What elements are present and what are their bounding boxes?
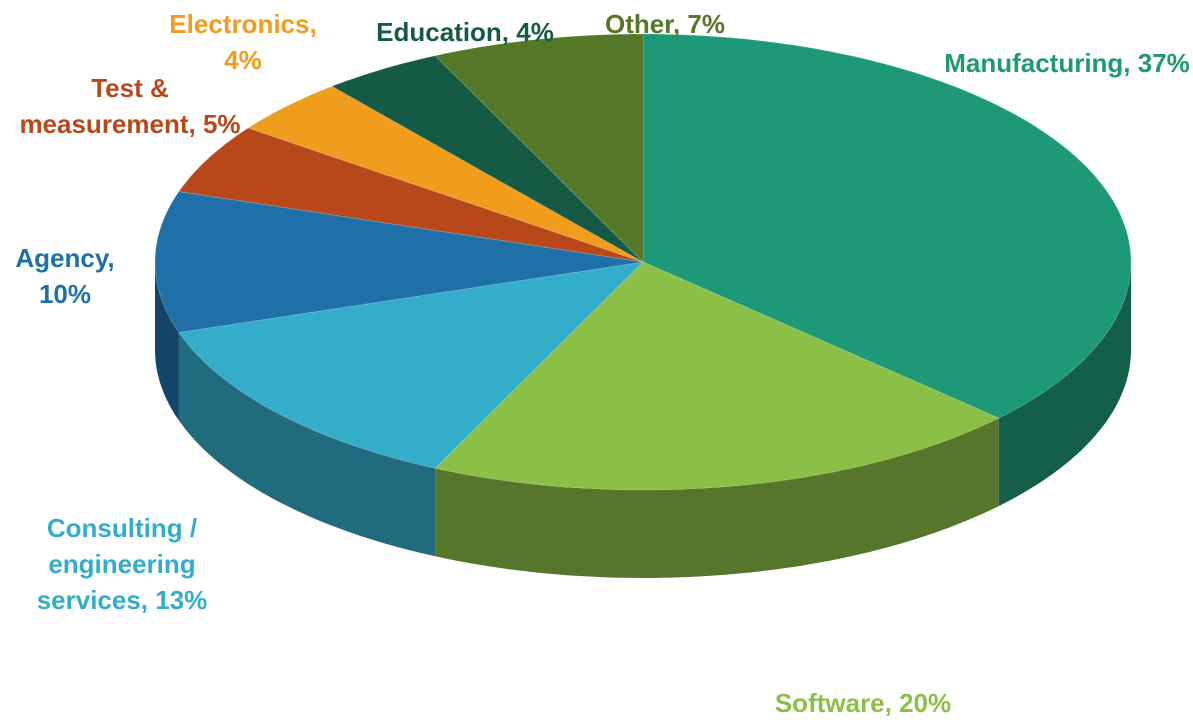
data-label: Electronics, 4% [169, 9, 317, 75]
slice-side [155, 262, 179, 421]
slice-side [998, 262, 1131, 507]
slice [642, 33, 1132, 419]
data-label: Manufacturing, 37% [944, 48, 1190, 78]
slice [330, 55, 644, 263]
data-label: Other, 7% [605, 9, 725, 39]
slice-side [178, 332, 436, 557]
slice-side [435, 418, 999, 578]
data-label: Agency, 10% [15, 243, 115, 309]
slice [154, 190, 644, 334]
slice [247, 85, 644, 263]
slice [178, 127, 644, 263]
slice [434, 33, 644, 264]
data-label: Education, 4% [376, 17, 554, 47]
data-label: Software, 20% [774, 688, 952, 718]
slice [178, 261, 645, 469]
slice [434, 261, 1000, 491]
data-label: Test & measurement, 5% [19, 73, 241, 139]
data-label: Consulting / engineering services, 13% [36, 513, 208, 615]
